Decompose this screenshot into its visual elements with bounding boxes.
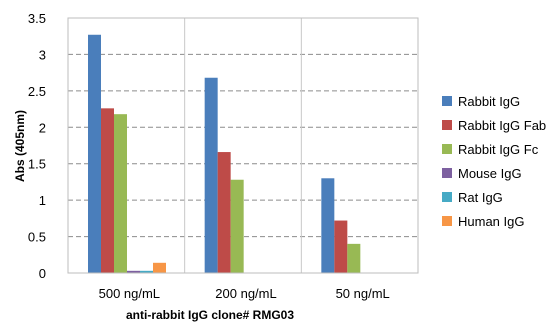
legend-swatch <box>442 96 452 106</box>
y-tick-label: 2 <box>39 120 46 135</box>
legend-label: Rat IgG <box>458 190 503 205</box>
bar <box>217 152 231 273</box>
axes: 0 0.5 1 1.5 2 2.5 3 3.5 500 ng/mL 200 ng/mL 50 ng/… <box>28 11 419 301</box>
y-tick-label: 2.5 <box>28 84 46 99</box>
legend-label: Rabbit IgG Fab <box>458 118 546 133</box>
legend-swatch <box>442 144 452 154</box>
x-tick-label: 50 ng/mL <box>336 286 390 301</box>
bar <box>114 114 127 274</box>
legend-swatch <box>442 168 452 178</box>
legend-label: Rabbit IgG <box>458 94 520 109</box>
legend-label: Mouse IgG <box>458 166 522 181</box>
plot-frame <box>67 17 419 274</box>
bar <box>334 220 348 273</box>
bar <box>230 179 244 273</box>
y-tick-label: 3.5 <box>28 11 46 26</box>
y-tick-label: 0 <box>39 266 46 281</box>
bars <box>88 34 361 274</box>
bar <box>347 243 361 273</box>
y-tick-label: 0.5 <box>28 230 46 245</box>
bar <box>153 262 166 273</box>
legend-label: Rabbit IgG Fc <box>458 142 539 157</box>
bar <box>321 178 335 273</box>
bar <box>127 270 140 273</box>
y-tick-label: 1 <box>39 193 46 208</box>
bar <box>88 34 101 273</box>
legend-label: Human IgG <box>458 214 524 229</box>
x-axis-label: anti-rabbit IgG clone# RMG03 <box>126 308 294 322</box>
bar <box>101 108 114 273</box>
bar <box>204 77 218 273</box>
y-tick-label: 1.5 <box>28 157 46 172</box>
legend-swatch <box>442 120 452 130</box>
legend-swatch <box>442 192 452 202</box>
legend-swatch <box>442 216 452 226</box>
legend: Rabbit IgG Rabbit IgG Fab Rabbit IgG Fc Mou… <box>442 94 546 229</box>
y-tick-label: 3 <box>39 47 46 62</box>
x-tick-label: 500 ng/mL <box>99 286 160 301</box>
x-tick-label: 200 ng/mL <box>215 286 276 301</box>
bar <box>140 270 153 273</box>
y-axis-label: Abs (405nm) <box>13 110 27 182</box>
